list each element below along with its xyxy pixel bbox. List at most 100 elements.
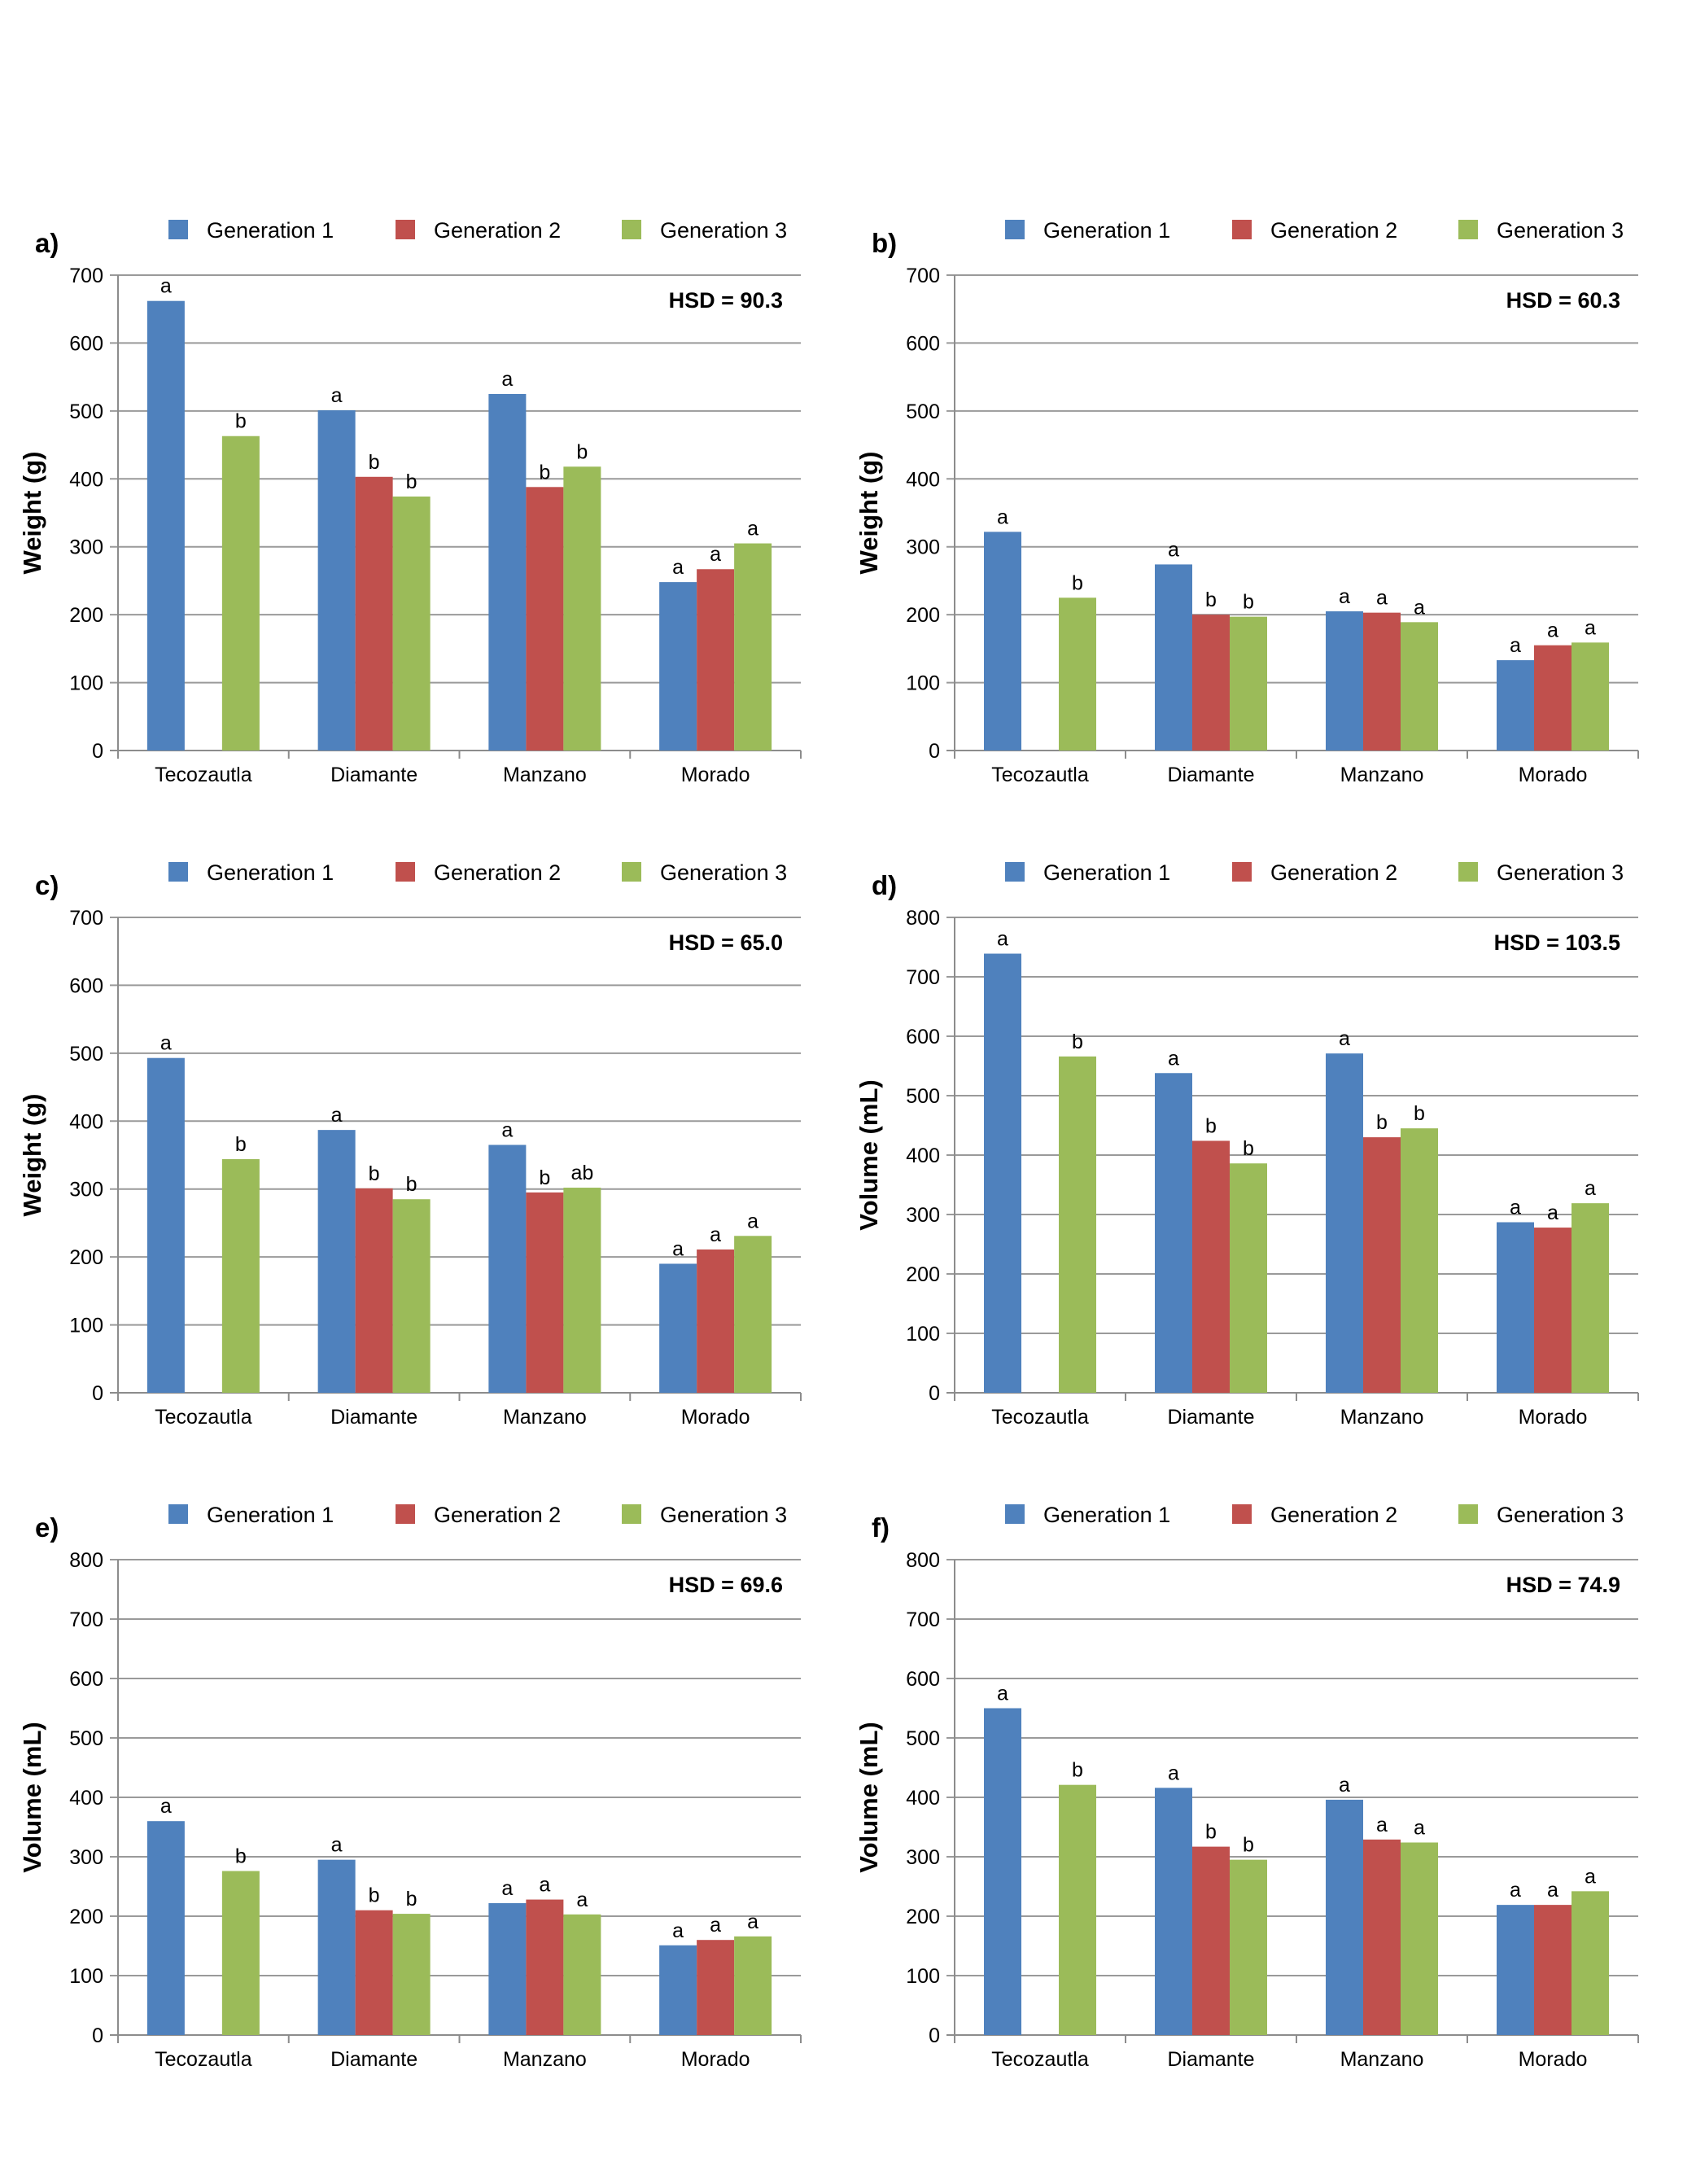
y-tick-label: 700	[906, 1608, 940, 1631]
y-tick-label: 500	[69, 1043, 103, 1066]
legend-item-2: Generation 2	[1232, 1503, 1397, 1527]
y-tick-label: 600	[906, 1026, 940, 1048]
legend-item-2: Generation 2	[396, 860, 561, 885]
significance-letter: a	[1547, 1879, 1558, 1902]
bar-generation-2-diamante	[1192, 615, 1230, 751]
y-tick-label: 200	[69, 1906, 103, 1928]
bar-generation-1-tecozautla	[146, 1057, 185, 1393]
y-tick-label: 600	[906, 1668, 940, 1691]
legend-swatch	[622, 220, 641, 239]
significance-letter: a	[1547, 619, 1558, 642]
y-tick-label: 0	[929, 1382, 940, 1405]
significance-letter: a	[672, 1237, 684, 1260]
x-tick-label: Diamante	[1168, 2048, 1255, 2071]
x-tick-label: Manzano	[1340, 2048, 1424, 2071]
legend-swatch	[1005, 1504, 1025, 1524]
significance-letter: a	[1339, 1774, 1350, 1797]
bar-generation-3-tecozautla	[1059, 1784, 1096, 2035]
y-tick-label: 500	[906, 1085, 940, 1108]
bar-generation-3-manzano	[563, 466, 601, 751]
chart-panel-c: 0 100 200 300 400 500 600 700 Tecozautla Diamante…	[18, 860, 802, 1429]
y-tick-label: 400	[906, 1787, 940, 1810]
significance-letter: a	[1510, 1879, 1521, 1902]
bar-generation-2-manzano	[1363, 1839, 1401, 2035]
significance-letter: b	[1414, 1102, 1425, 1125]
bar-generation-1-tecozautla	[984, 532, 1021, 751]
significance-letter: a	[160, 275, 172, 298]
significance-letter: a	[160, 1032, 172, 1055]
legend-label: Generation 2	[1270, 218, 1397, 243]
bar-generation-3-manzano	[1401, 622, 1438, 751]
bar-generation-1-morado	[1497, 1905, 1534, 2035]
significance-letter: b	[539, 1166, 550, 1189]
bar-generation-2-morado	[697, 569, 735, 751]
y-tick-label: 600	[69, 974, 103, 997]
significance-letter: a	[331, 384, 343, 407]
legend-label: Generation 2	[1270, 1503, 1397, 1527]
significance-letter: a	[997, 506, 1008, 528]
significance-letter: b	[576, 440, 588, 463]
legend-swatch	[1005, 862, 1025, 882]
legend-label: Generation 1	[1043, 1503, 1170, 1527]
x-tick-label: Tecozautla	[155, 1406, 252, 1429]
significance-letter: a	[1585, 1177, 1596, 1200]
y-axis-label: Volume (mL)	[855, 1079, 883, 1230]
significance-letter: a	[1339, 585, 1350, 608]
significance-letter: a	[501, 1877, 513, 1900]
x-tick-label: Morado	[681, 1406, 750, 1429]
bar-generation-3-morado	[1572, 642, 1609, 751]
legend-item-1: Generation 1	[1005, 860, 1170, 885]
significance-letter: b	[1243, 1834, 1254, 1857]
significance-letter: a	[501, 1118, 513, 1141]
y-tick-label: 400	[69, 1787, 103, 1810]
chart-panel-e: 0 100 200 300 400 500 600 700 800 Tecozautla Diama…	[18, 1503, 802, 2071]
x-tick-label: Tecozautla	[991, 764, 1089, 786]
hsd-annotation: HSD = 74.9	[1506, 1573, 1620, 1597]
y-tick-label: 400	[69, 1110, 103, 1133]
bar-generation-3-diamante	[392, 1914, 431, 2035]
significance-letter: b	[1072, 1759, 1083, 1782]
significance-letter: a	[576, 1889, 588, 1911]
legend-label: Generation 2	[434, 1503, 561, 1527]
y-tick-label: 700	[906, 966, 940, 989]
legend-swatch	[1005, 220, 1025, 239]
hsd-annotation: HSD = 60.3	[1506, 288, 1620, 313]
bar-generation-3-diamante	[1230, 1859, 1267, 2035]
significance-letter: b	[1243, 591, 1254, 614]
significance-letter: ab	[570, 1162, 593, 1184]
significance-letter: b	[1072, 571, 1083, 594]
chart-panel-d: 0 100 200 300 400 500 600 700 800 Tecozautla Diama…	[855, 860, 1639, 1429]
y-tick-label: 500	[69, 1727, 103, 1750]
legend-item-1: Generation 1	[1005, 218, 1170, 243]
bar-generation-2-manzano	[1363, 612, 1401, 751]
y-tick-label: 0	[929, 2024, 940, 2047]
significance-letter: a	[710, 543, 721, 566]
bar-generation-3-tecozautla	[1059, 1056, 1096, 1393]
y-tick-label: 600	[69, 332, 103, 355]
panel-letter: c)	[35, 870, 59, 900]
significance-letter: a	[747, 1210, 758, 1232]
x-tick-label: Tecozautla	[155, 2048, 252, 2071]
significance-letter: a	[1376, 1814, 1388, 1836]
significance-letter: a	[1339, 1027, 1350, 1050]
bar-generation-1-tecozautla	[984, 953, 1021, 1393]
legend-item-2: Generation 2	[1232, 218, 1397, 243]
legend-label: Generation 3	[660, 860, 787, 885]
y-tick-label: 600	[69, 1668, 103, 1691]
x-tick-label: Diamante	[330, 1406, 417, 1429]
legend-item-3: Generation 3	[1458, 1503, 1624, 1527]
bar-generation-3-diamante	[392, 1199, 431, 1393]
significance-letter: a	[1510, 1196, 1521, 1219]
bar-generation-2-manzano	[526, 1192, 564, 1393]
significance-letter: a	[160, 1795, 172, 1818]
bar-generation-1-manzano	[1326, 1053, 1363, 1393]
significance-letter: b	[235, 1845, 247, 1868]
significance-letter: b	[235, 410, 247, 433]
bar-generation-3-morado	[1572, 1891, 1609, 2035]
legend-label: Generation 2	[434, 218, 561, 243]
bar-generation-2-morado	[1534, 1228, 1572, 1393]
legend-label: Generation 3	[1497, 860, 1624, 885]
y-axis-label: Volume (mL)	[18, 1722, 46, 1872]
significance-letter: b	[1205, 1114, 1217, 1137]
hsd-annotation: HSD = 90.3	[669, 288, 783, 313]
